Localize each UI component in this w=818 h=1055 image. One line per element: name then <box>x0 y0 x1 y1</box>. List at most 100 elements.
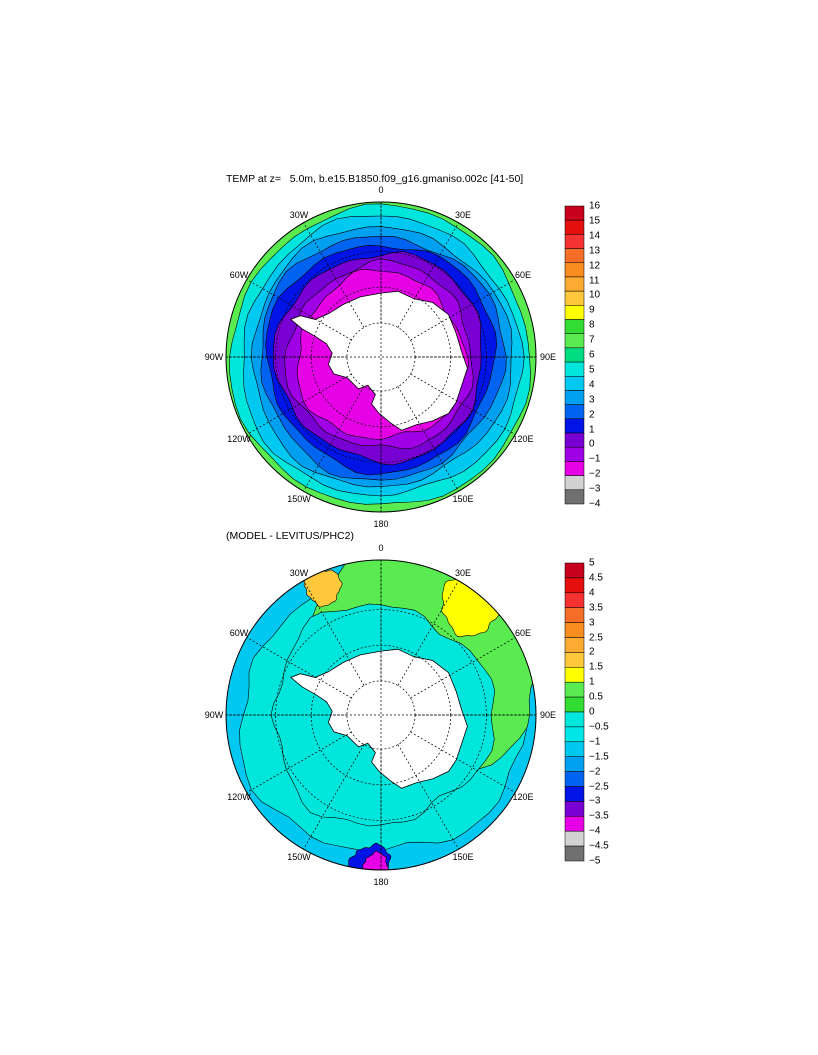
map2-meridian-5 <box>397 744 459 850</box>
map1-longitude-label: 30W <box>289 209 309 220</box>
map1-longitude-label: 0 <box>378 185 384 195</box>
map2-colorbar-label: −1 <box>589 736 601 748</box>
map1-longitude-label: 150W <box>287 494 311 505</box>
map2-colorbar-swatch-11 <box>564 726 585 743</box>
map2-antarctica-landmass <box>290 648 468 789</box>
map2-colorbar-label: −3.5 <box>589 810 609 822</box>
map2-colorbar-label: −4 <box>589 825 601 837</box>
map1-longitude-label: 180 <box>373 519 389 529</box>
map2-colorbar-label: 2 <box>589 646 595 658</box>
map1-longitude-label: 90E <box>539 352 557 362</box>
map2-longitude-label: 150W <box>287 852 311 863</box>
map1-colorbar-label: 12 <box>589 260 601 272</box>
map1-colorbar-label: 5 <box>589 364 595 376</box>
map1-colorbar-label: 4 <box>589 379 595 391</box>
map2-longitude-label: 30E <box>454 567 472 578</box>
map2-meridian-11 <box>303 580 365 686</box>
map2-meridian-4 <box>410 731 516 793</box>
map2-colorbar-label: 2.5 <box>589 632 603 643</box>
map1-colorbar-label: 11 <box>589 275 600 286</box>
map1-meridian-5 <box>397 386 459 492</box>
map2-colorbar-swatch-18 <box>564 830 585 847</box>
map1-colorbar-label: 8 <box>589 319 595 331</box>
map2-colorbar-label: −1.5 <box>589 751 609 763</box>
map1-longitude-label: 120E <box>512 434 534 444</box>
map2-map-border <box>225 559 537 871</box>
map1-colorbar-label: 0 <box>589 438 595 450</box>
map2-colorbar-swatch-9 <box>564 696 585 713</box>
map2-colorbar-label: 1 <box>589 676 595 688</box>
map1-colorbar-label: 3 <box>589 394 595 406</box>
map1-colorbar-label: 9 <box>589 304 595 316</box>
map1-colorbar-label: −4 <box>589 498 601 510</box>
map2-colorbar-label: 0 <box>589 706 595 718</box>
map2-colorbar-swatch-19 <box>564 845 585 862</box>
map1-antarctica-landmass <box>290 290 468 431</box>
map1-colorbar-label: −3 <box>589 483 601 495</box>
map2-longitude-label: 0 <box>378 543 384 553</box>
map1-colorbar-label: 10 <box>589 289 601 301</box>
map1-colorbar-label: 14 <box>589 230 601 242</box>
map1-longitude-label: 60E <box>515 270 532 280</box>
map2-colorbar-label: −2.5 <box>589 781 609 792</box>
map2-colorbar-label: −5 <box>589 855 601 867</box>
map1-longitude-label: 30E <box>454 209 472 220</box>
map2-colorbar-swatch-1 <box>564 577 585 594</box>
map2-longitude-label: 120E <box>512 792 534 802</box>
map2-colorbar-label: 3.5 <box>589 602 603 614</box>
map2-colorbar-label: −4.5 <box>589 840 609 852</box>
map2-meridian-2 <box>410 637 516 699</box>
map1-colorbar-label: 6 <box>589 349 595 361</box>
map2-colorbar-swatch-0 <box>564 562 585 579</box>
map2-meridian-1 <box>397 580 459 686</box>
map2-colorbar-label: −2 <box>589 766 601 778</box>
map2-title: (MODEL - LEVITUS/PHC2) <box>226 530 354 542</box>
map2-meridian-10 <box>246 637 352 699</box>
map1-colorbar-label: −2 <box>589 468 601 480</box>
map2-colorbar-label: 0.5 <box>589 691 603 703</box>
map2-longitude-label: 60E <box>515 628 532 638</box>
map2-colorbar-label: 3 <box>589 617 595 629</box>
map2-colorbar-label: 4.5 <box>589 572 603 584</box>
map2-colorbar-swatch-13 <box>564 756 585 772</box>
map2-longitude-label: 90E <box>539 710 557 720</box>
map1-meridian-4 <box>410 373 516 435</box>
map1-meridian-2 <box>410 279 516 341</box>
map2-colorbar-label: 4 <box>589 587 595 599</box>
map2-colorbar-swatch-7 <box>564 667 585 683</box>
map2-colorbar-swatch-14 <box>564 771 585 787</box>
map2-meridian-8 <box>246 731 352 793</box>
map1-meridian-8 <box>246 373 352 435</box>
map2-longitude-label: 60W <box>229 628 249 638</box>
map2-colorbar-label: 1.5 <box>589 661 603 673</box>
map1-longitude-label: 60W <box>229 270 249 280</box>
map2-colorbar-swatch-3 <box>564 607 585 623</box>
map2-colorbar-swatch-2 <box>564 592 585 608</box>
map1-meridian-1 <box>397 222 459 328</box>
map2-colorbar-swatch-8 <box>564 681 585 698</box>
map2-colorbar-swatch-15 <box>564 786 585 802</box>
map1-meridian-10 <box>246 279 352 341</box>
map2-colorbar-label: −3 <box>589 795 601 807</box>
map2-colorbar-label: −0.5 <box>589 721 609 733</box>
map1-longitude-label: 150E <box>452 494 474 505</box>
map1-colorbar-label: 2 <box>589 409 595 421</box>
map2-longitude-label: 90W <box>204 710 224 720</box>
map1-colorbar-swatch-20 <box>564 489 585 505</box>
map2-contour-band-7 <box>362 850 389 870</box>
map2-colorbar-swatch-6 <box>564 652 585 668</box>
map1-longitude-label: 90W <box>204 352 224 362</box>
map2-colorbar-label: 5 <box>589 557 595 569</box>
map1-map-border <box>225 201 537 513</box>
map1-colorbar-label: 13 <box>589 245 601 257</box>
map2-longitude-label: 30W <box>289 567 309 578</box>
map1-colorbar-label: 15 <box>589 215 601 227</box>
map2-colorbar-swatch-12 <box>564 741 585 757</box>
map2-longitude-label: 150E <box>452 852 474 863</box>
map2-longitude-label: 120W <box>227 792 251 802</box>
map2-colorbar-swatch-10 <box>564 711 585 728</box>
map2-colorbar-swatch-4 <box>564 622 585 638</box>
map2-colorbar-swatch-17 <box>564 816 585 832</box>
map1-longitude-label: 120W <box>227 434 251 444</box>
